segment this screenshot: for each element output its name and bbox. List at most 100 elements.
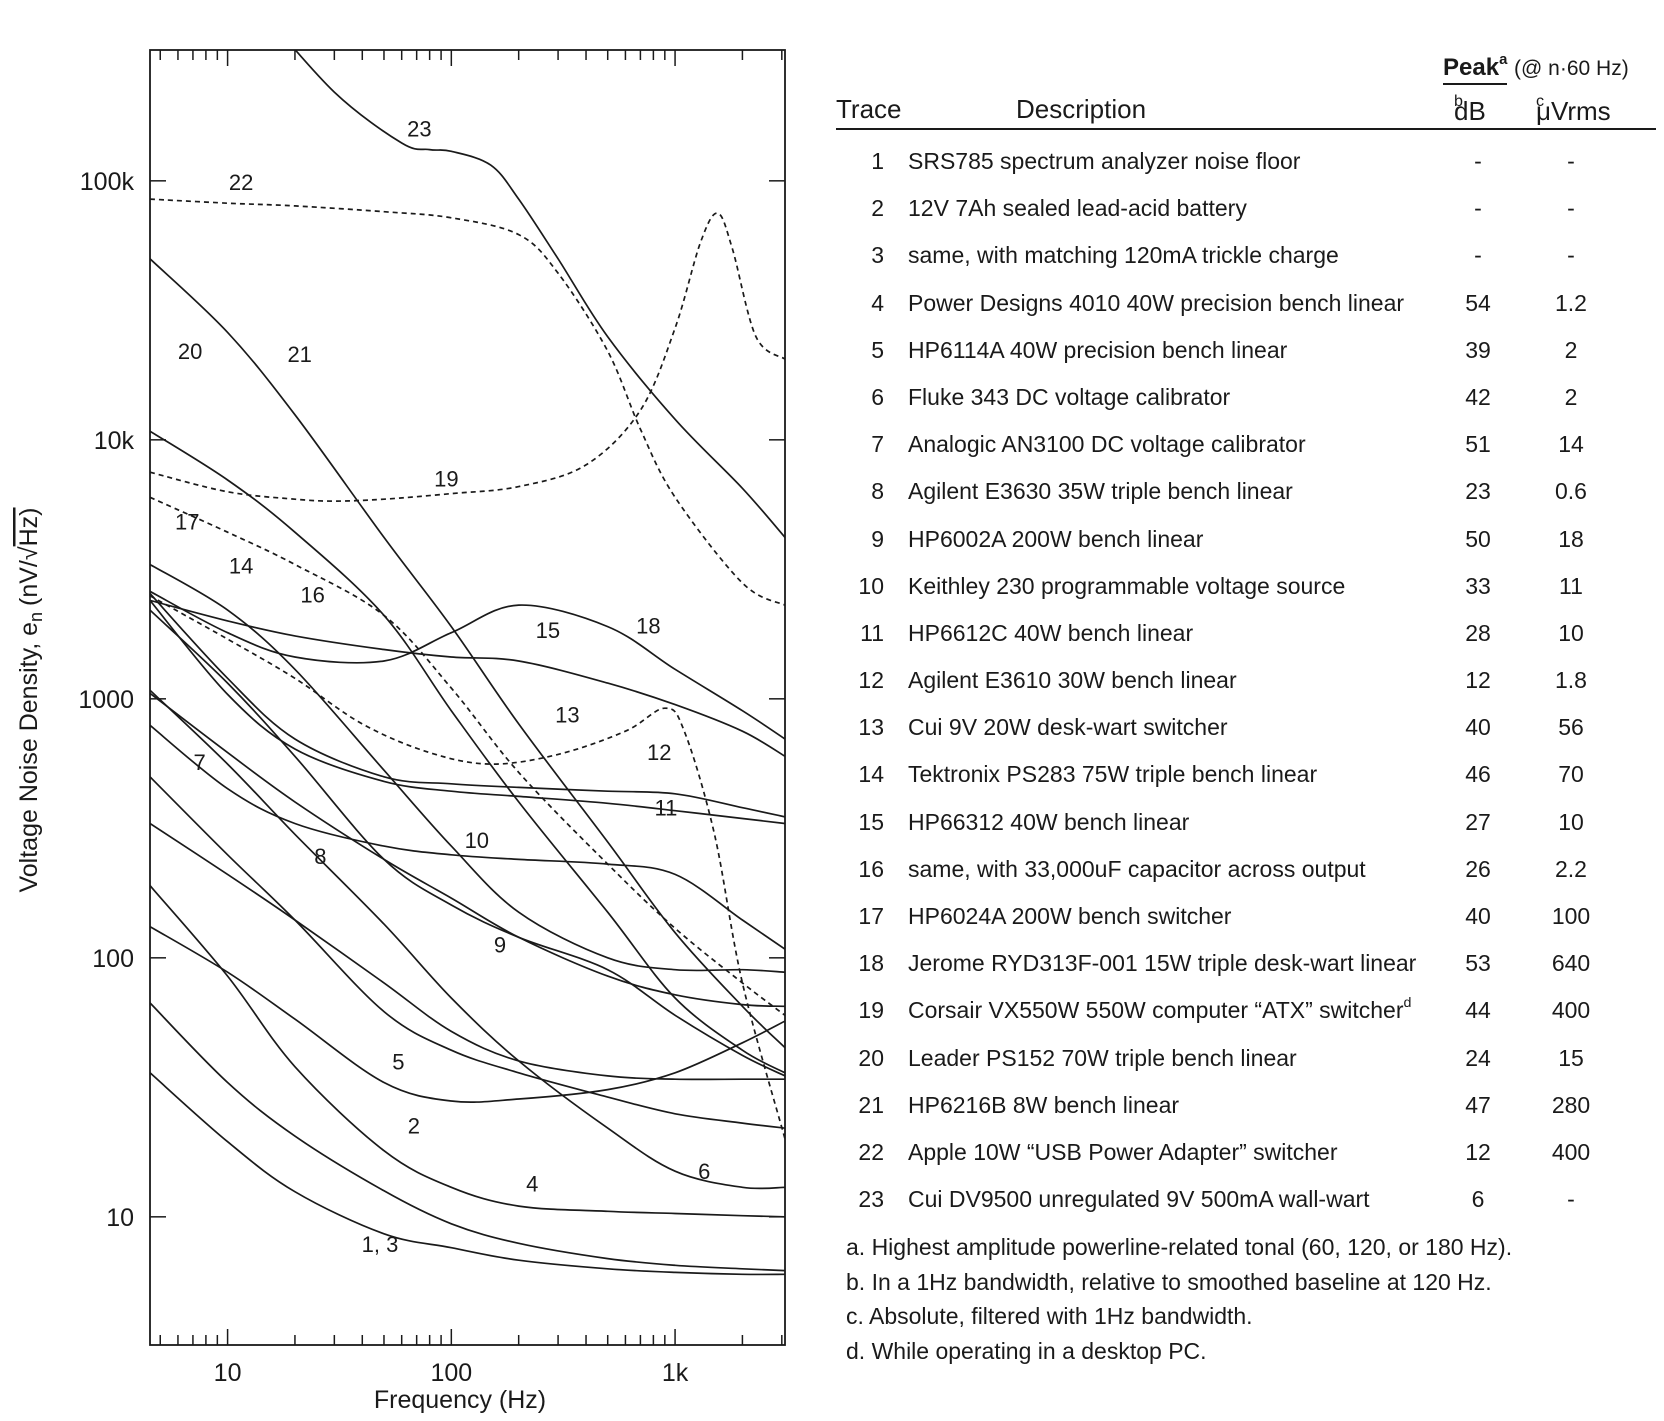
- table-row: 17 HP6024A 200W bench switcher 40 100: [836, 899, 1656, 946]
- peak-db: 24: [1465, 1044, 1491, 1071]
- trace-label: 15: [536, 618, 560, 643]
- trace-description: HP6024A 200W bench switcher: [908, 903, 1232, 929]
- table-row: 20 Leader PS152 70W triple bench linear 24…: [836, 1041, 1656, 1088]
- peak-db: -: [1474, 242, 1482, 269]
- table-row: 12 Agilent E3610 30W bench linear 12 1.8: [836, 663, 1656, 710]
- table-row: 22 Apple 10W “USB Power Adapter” switcher…: [836, 1135, 1656, 1182]
- trace-description: Agilent E3630 35W triple bench linear: [908, 478, 1293, 505]
- trace-description: Leader PS152 70W triple bench linear: [908, 1044, 1297, 1071]
- trace-number: 6: [871, 383, 884, 410]
- table-row: 19 Corsair VX550W 550W computer “ATX” swi…: [836, 993, 1656, 1040]
- trace-21-line: [150, 258, 785, 1049]
- peak-uvrms: 1.2: [1555, 289, 1587, 316]
- trace-label: 17: [175, 510, 199, 535]
- x-tick-label: 1k: [662, 1359, 689, 1387]
- trace-label: 16: [300, 583, 324, 608]
- trace-label: 20: [178, 339, 202, 364]
- trace-description: HP6114A 40W precision bench linear: [908, 336, 1288, 363]
- trace-number: 14: [858, 761, 884, 788]
- y-tick-label: 100: [92, 945, 134, 973]
- trace-number: 16: [858, 855, 884, 882]
- trace-number: 3: [871, 242, 884, 269]
- peak-uvrms: 2: [1564, 383, 1578, 410]
- plot-frame: [149, 49, 786, 1346]
- trace-number: 22: [858, 1138, 884, 1165]
- table-row: 7 Analogic AN3100 DC voltage calibrator 51…: [836, 427, 1656, 474]
- trace-number: 10: [858, 572, 884, 599]
- trace-1-3-line: [150, 1072, 785, 1276]
- trace-description: Apple 10W “USB Power Adapter” switcher: [908, 1138, 1338, 1165]
- peak-uvrms: 280: [1551, 1091, 1591, 1118]
- table-row: 6 Fluke 343 DC voltage calibrator 42 2: [836, 380, 1656, 427]
- trace-label: 7: [194, 750, 206, 775]
- table-row: 21 HP6216B 8W bench linear 47 280: [836, 1088, 1656, 1135]
- sqrt-sign: √: [15, 546, 43, 560]
- y-tick-label: 100k: [80, 168, 135, 196]
- trace-description: Agilent E3610 30W bench linear: [908, 667, 1237, 694]
- trace-number: 9: [871, 525, 884, 552]
- table-row: 2 12V 7Ah sealed lead-acid battery - -: [836, 191, 1656, 238]
- table-row: 5 HP6114A 40W precision bench linear 39 2: [836, 333, 1656, 380]
- table-row: 13 Cui 9V 20W desk-wart switcher 40 56: [836, 710, 1656, 757]
- trace-description: Analogic AN3100 DC voltage calibrator: [908, 431, 1306, 458]
- peak-db: 44: [1465, 997, 1491, 1024]
- peak-db: 39: [1465, 336, 1491, 363]
- y-tick-label: 10k: [94, 427, 135, 455]
- trace-number: 2: [871, 195, 884, 222]
- trace-number: 15: [858, 808, 884, 835]
- table-header: Trace Description dB b μVrms c: [836, 92, 1656, 130]
- trace-label: 2: [408, 1113, 420, 1138]
- trace-labels: 1, 3 2 4 5 6 7 8 9 10 11 12 13 14 15 16 17 18 19 20 21 22 23: [175, 117, 710, 1257]
- table-row: 15 HP66312 40W bench linear 27 10: [836, 805, 1656, 852]
- trace-22-line: [150, 198, 785, 606]
- peak-db: 51: [1465, 431, 1491, 458]
- trace-12-line: [150, 592, 785, 818]
- peak-db: -: [1474, 195, 1482, 222]
- trace-label: 22: [229, 170, 253, 195]
- peak-uvrms: -: [1567, 148, 1575, 174]
- col-description-header: Description: [1016, 94, 1147, 124]
- table-row: 18 Jerome RYD313F-001 15W triple desk-war…: [836, 946, 1656, 993]
- trace-description: HP66312 40W bench linear: [908, 808, 1190, 835]
- trace-label: 14: [229, 553, 253, 578]
- trace-20-line: [150, 430, 785, 1074]
- trace-label: 9: [494, 932, 506, 957]
- trace-label: 19: [434, 467, 458, 492]
- peak-db: 12: [1465, 667, 1491, 694]
- trace-number: 21: [858, 1091, 884, 1118]
- peak-db: 50: [1465, 525, 1491, 552]
- trace-description: HP6612C 40W bench linear: [908, 619, 1194, 646]
- trace-description: Tektronix PS283 75W triple bench linear: [908, 761, 1318, 788]
- trace-14-line: [150, 563, 785, 974]
- trace-label: 5: [392, 1050, 404, 1075]
- trace-label: 12: [647, 740, 671, 765]
- peak-uvrms: 400: [1551, 997, 1591, 1024]
- col-trace-header: Trace: [836, 94, 902, 124]
- trace-11-line: [150, 599, 785, 825]
- trace-label: 6: [698, 1159, 710, 1184]
- trace-label: 8: [314, 844, 326, 869]
- peak-uvrms: 56: [1558, 714, 1584, 741]
- trace-8-line: [150, 822, 785, 1081]
- trace-description: Cui 9V 20W desk-wart switcher: [908, 714, 1228, 741]
- trace-label: 4: [526, 1172, 538, 1197]
- table-body: 1 SRS785 spectrum analyzer noise floor - -2…: [836, 144, 1656, 1229]
- table-row: 9 HP6002A 200W bench linear 50 18: [836, 522, 1656, 569]
- peak-uvrms: -: [1567, 242, 1575, 269]
- peak-subheader: (@ n·60 Hz): [1514, 57, 1629, 80]
- peak-uvrms: 18: [1558, 525, 1584, 552]
- trace-description: Keithley 230 programmable voltage source: [908, 572, 1346, 599]
- trace-number: 12: [858, 667, 884, 694]
- trace-2-line: [150, 1002, 785, 1272]
- footnote: b. In a 1Hz bandwidth, relative to smoot…: [846, 1268, 1492, 1295]
- peak-uvrms: 640: [1551, 950, 1591, 977]
- table-row: 16 same, with 33,000uF capacitor across o…: [836, 852, 1656, 899]
- trace-description: 12V 7Ah sealed lead-acid battery: [908, 195, 1247, 222]
- peak-db: 42: [1465, 383, 1491, 410]
- peak-db: 6: [1471, 1186, 1485, 1213]
- y-tick-label: 10: [106, 1204, 134, 1232]
- peak-uvrms: -: [1567, 195, 1575, 222]
- peak-db: 47: [1465, 1091, 1491, 1118]
- peak-db: 12: [1465, 1138, 1491, 1165]
